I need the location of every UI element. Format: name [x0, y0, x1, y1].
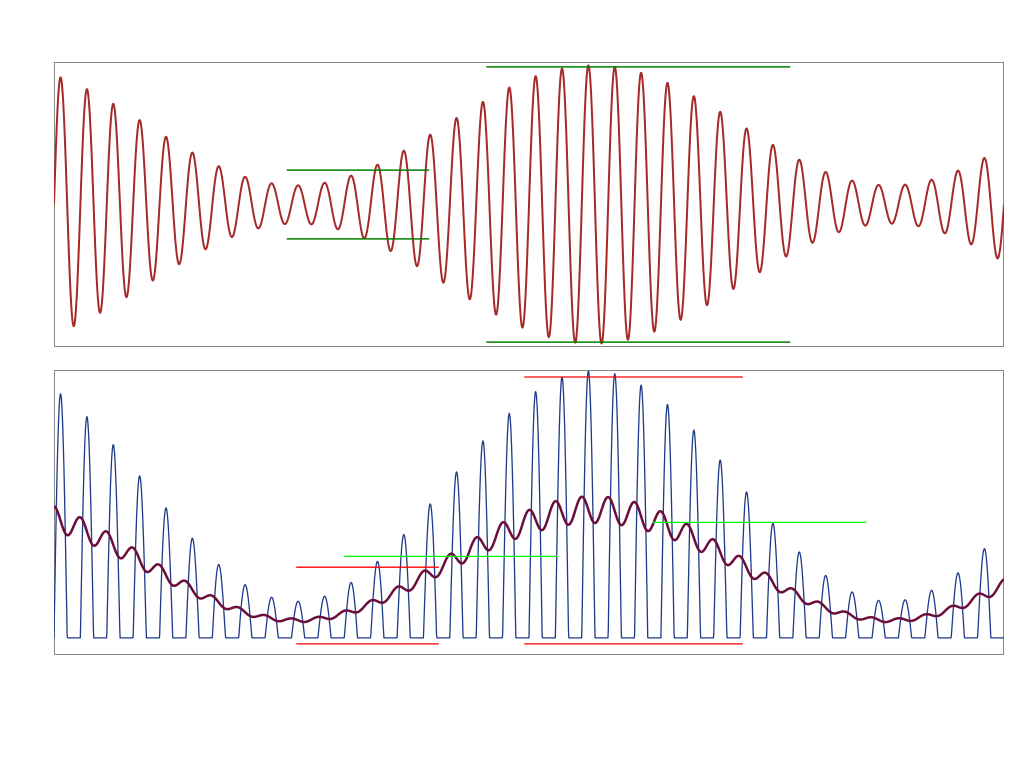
am-waveform	[54, 66, 1004, 344]
demodulation-panel	[54, 370, 1004, 655]
rectified-waveform	[54, 371, 1004, 638]
am-signal-panel	[54, 62, 1004, 347]
figure-canvas	[0, 0, 1024, 768]
